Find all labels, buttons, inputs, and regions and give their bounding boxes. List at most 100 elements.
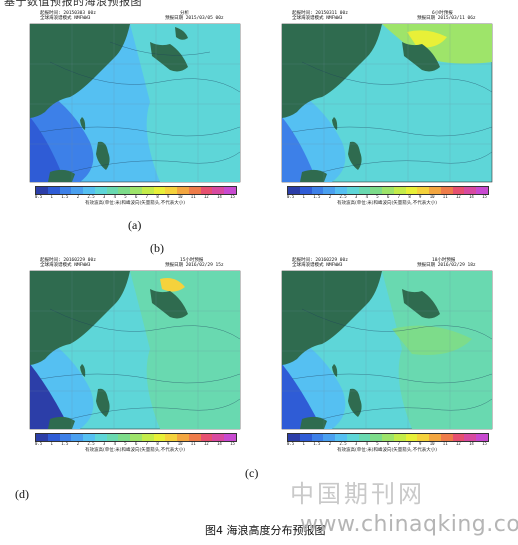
colorbar-tick-label: 9 [167,194,170,199]
forecast-hour: 分析 [180,11,189,16]
sea-zone-deep [30,364,70,429]
colorbar-swatch [288,434,300,441]
watermark-url: www.chinaqking.com [300,512,518,537]
colorbar-swatch [358,434,371,441]
wave-height-map [281,23,493,183]
colorbar-tick-label: 2.5 [87,441,95,446]
contour-lines [39,41,241,173]
colorbar-tick-label: 12 [455,441,461,446]
colorbar-tick-label: 4 [365,441,368,446]
colorbar-tick-label: 11 [442,194,448,199]
colorbar-tick-label: 2.5 [87,194,95,199]
wave-map-panel-a: 起报时间: 20150303 00z 全球海浪谱模式 NMFWW3 分析 预报日… [10,8,260,208]
colorbar-tick-label: 10 [177,194,183,199]
colorbar-tick-label: 8 [156,194,159,199]
colorbar-swatch [71,434,84,441]
colorbar-swatch [177,187,189,194]
colorbar-tick-label: 2 [328,441,332,446]
grid-lines [282,271,492,429]
colorbar-tick-label: 4 [113,194,116,199]
colorbar-swatch [393,434,406,441]
land-taiwan [332,117,338,130]
colorbar-tick-label: 1.5 [61,194,69,199]
figure-caption: 图4 海浪高度分布预报图 [205,524,326,537]
colorbar-tick-label: 11 [190,441,196,446]
valid-time: 预报日期 2016/02/29 15z [165,263,224,268]
contour-lines [39,308,241,420]
colorbar-swatch [382,187,394,194]
colorbar-swatch [118,187,131,194]
start-time: 起报时间: 20150303 00z [40,11,96,16]
land-borneo [300,416,327,429]
sea-zone-high [392,325,472,355]
colorbar-swatch [83,434,95,441]
colorbar-swatch [200,434,213,441]
colorbar-swatch [130,187,142,194]
colorbar-caption: 有效波高(单位:米)和峰波向(矢量箭头,不代表大小) [337,201,437,206]
colorbar-swatch [382,434,394,441]
colorbar-tick-label: 0.5 [35,441,43,446]
land-philippines [348,388,362,417]
colorbar-ticks: 0.5 1 1.5 2 2.5 3 4 5 6 7 8 9 10 11 12 14 15 [287,194,487,199]
colorbar-tick-label: 12 [455,194,461,199]
colorbar-swatch [288,187,300,194]
colorbar-swatch [59,187,72,194]
colorbar-swatch [177,434,189,441]
grid-lines [282,24,492,182]
colorbar-tick-label: 7 [397,194,401,199]
colorbar-tick-label: 10 [177,441,183,446]
colorbar-swatch [440,434,453,441]
colorbar-tick-label: 15 [482,194,487,199]
colorbar-tick-label: 6 [386,441,390,446]
colorbar-swatch [141,187,154,194]
colorbar-tick-label: 15 [482,441,487,446]
colorbar-swatch [370,187,383,194]
forecast-hour: 18小时预报 [432,258,456,263]
sea-zone-deep [282,364,322,429]
colorbar-swatch [188,187,201,194]
land-borneo [300,169,327,182]
colorbar-swatch [311,434,324,441]
colorbar-tick-label: 9 [419,194,422,199]
colorbar-ticks: 0.5 1 1.5 2 2.5 3 4 5 6 7 8 9 10 11 12 14 15 [35,194,235,199]
colorbar-swatch [212,187,225,194]
colorbar-tick-label: 2 [76,441,80,446]
label-b: (b) [150,241,164,255]
header-text: 基于数值预报的海浪预报图 [4,0,142,8]
sea-zone-east [130,271,240,429]
watermark-cn: 中国期刊网 [290,480,425,508]
colorbar-swatch [440,187,453,194]
colorbar-caption: 有效波高(单位:米)和峰波向(矢量箭头,不代表大小) [85,448,185,453]
header-strip: 基于数值预报的海浪预报图 [0,0,518,8]
colorbar-tick-label: 5 [376,194,379,199]
colorbar-tick-label: 7 [145,194,149,199]
colorbar-swatch [59,434,72,441]
colorbar-swatch [106,187,119,194]
colorbar-swatch [165,434,178,441]
colorbar-tick-label: 14 [216,441,222,446]
colorbar-swatch [476,187,489,194]
colorbar-ticks: 0.5 1 1.5 2 2.5 3 4 5 6 7 8 9 10 11 12 14 15 [287,441,487,446]
colorbar-tick-label: 3 [102,194,106,199]
colorbar-swatch [94,434,107,441]
colorbar-swatch [130,434,142,441]
colorbar-swatch [323,434,336,441]
start-time: 起报时间: 20160229 00z [40,258,96,263]
colorbar-swatch [358,187,371,194]
colorbar-tick-label: 1.5 [313,194,321,199]
colorbar-swatch [346,434,359,441]
land-philippines [96,141,110,170]
label-d: (d) [15,487,29,501]
colorbar-tick-label: 9 [167,441,170,446]
colorbar-swatch [335,434,347,441]
colorbar-swatch [224,434,237,441]
colorbar-swatch [452,187,465,194]
sea-zone-deep [282,117,317,182]
colorbar-swatch [417,434,430,441]
colorbar-tick-label: 6 [134,441,138,446]
colorbar-tick-label: 3 [102,441,106,446]
colorbar [287,186,489,195]
colorbar-tick-label: 3 [354,194,358,199]
colorbar-tick-label: 5 [124,441,127,446]
colorbar-tick-label: 15 [230,441,235,446]
